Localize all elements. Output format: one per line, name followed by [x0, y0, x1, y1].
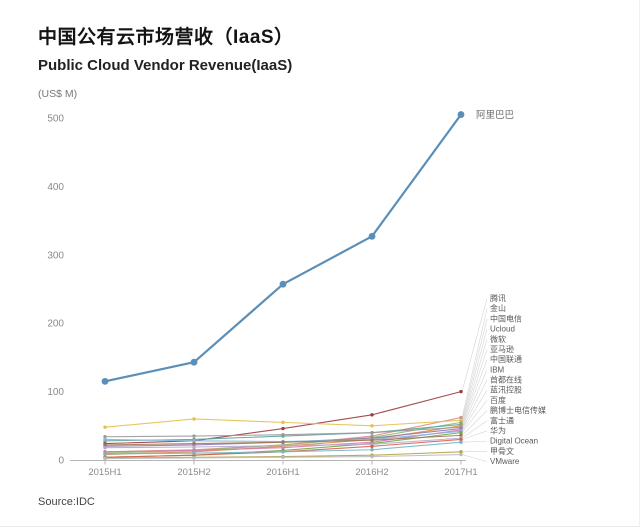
- series-marker-7: [281, 432, 285, 437]
- label-leader-line: [461, 420, 488, 439]
- series-marker-14: [459, 437, 463, 442]
- series-label-8: IBM: [490, 365, 505, 374]
- series-marker-0: [101, 377, 109, 385]
- x-axis-category-label: 2017H1: [444, 467, 477, 478]
- series-label-6: 亚马逊: [490, 344, 514, 354]
- label-leader-line: [461, 308, 488, 418]
- series-marker-3: [281, 420, 285, 425]
- series-label-1: 腾讯: [490, 293, 506, 303]
- y-axis-tick-label: 0: [58, 456, 64, 467]
- y-axis-tick-label: 100: [47, 387, 64, 398]
- series-marker-10: [103, 437, 107, 442]
- series-marker-13: [103, 445, 107, 450]
- series-marker-9: [192, 448, 196, 453]
- series-marker-7: [192, 434, 196, 438]
- series-marker-17: [192, 456, 196, 460]
- x-axis-category-label: 2015H2: [177, 467, 210, 478]
- label-leader-line: [461, 359, 488, 428]
- y-axis-tick-label: 400: [47, 182, 64, 193]
- series-marker-15: [459, 440, 463, 444]
- chart-title: 中国公有云市场营收（IaaS）: [38, 27, 294, 48]
- series-marker-15: [192, 451, 196, 455]
- series-marker-0: [279, 280, 287, 288]
- label-leader-line: [461, 369, 488, 429]
- y-axis-tick-label: 200: [47, 319, 64, 330]
- series-label-16: 甲骨文: [490, 446, 514, 456]
- label-leader-line: [461, 328, 488, 423]
- x-axis-category-label: 2015H1: [88, 467, 121, 478]
- series-marker-3: [192, 417, 196, 421]
- chart-subtitle: Public Cloud Vendor Revenue(IaaS): [38, 57, 293, 74]
- series-marker-1: [459, 389, 463, 394]
- label-leader-line: [461, 349, 488, 426]
- series-label-11: 百度: [490, 395, 506, 405]
- chart-header: 中国公有云市场营收（IaaS） Public Cloud Vendor Reve…: [38, 22, 294, 100]
- series-marker-15: [103, 452, 107, 456]
- label-leader-line: [461, 379, 488, 431]
- label-leader-line: [461, 410, 488, 436]
- series-marker-12: [192, 441, 196, 446]
- series-marker-13: [281, 443, 285, 448]
- series-marker-3: [103, 425, 107, 429]
- label-leader-line: [461, 454, 488, 462]
- series-label-12: 鹏博士电信传媒: [490, 405, 546, 415]
- label-leader-line: [461, 430, 488, 440]
- label-leader-line: [461, 440, 488, 443]
- series-marker-0: [457, 111, 465, 118]
- series-label-17: VMware: [490, 457, 520, 466]
- series-marker-7: [370, 430, 374, 435]
- series-marker-13: [192, 445, 196, 449]
- label-leader-line: [461, 390, 488, 432]
- series-label-2: 金山: [490, 303, 506, 313]
- label-leader-line: [461, 298, 488, 392]
- series-label-10: 蓝汛控股: [490, 385, 522, 395]
- axis-unit-label: (US$ M): [38, 88, 78, 100]
- series-marker-17: [370, 454, 374, 459]
- series-marker-1: [281, 426, 285, 431]
- x-axis-category-label: 2016H1: [266, 467, 299, 478]
- series-marker-7: [103, 435, 107, 439]
- series-marker-17: [103, 456, 107, 461]
- series-marker-1: [370, 413, 374, 417]
- series-marker-11: [459, 430, 463, 435]
- series-marker-15: [370, 448, 374, 452]
- series-marker-17: [281, 455, 285, 459]
- series-line-0: [103, 113, 463, 383]
- series-end-label: 阿里巴巴: [476, 110, 514, 121]
- series-marker-17: [459, 452, 463, 457]
- series-marker-16: [459, 450, 463, 454]
- label-leader-line: [461, 339, 488, 425]
- source-label: Source:IDC: [38, 496, 95, 508]
- series-marker-12: [281, 440, 285, 444]
- series-label-3: 中国电信: [490, 313, 522, 323]
- label-leader-line: [461, 318, 488, 421]
- series-label-7: 中国联通: [490, 354, 522, 364]
- y-axis-tick-label: 500: [47, 114, 64, 125]
- label-leader-line: [461, 400, 488, 433]
- series-label-14: 华为: [490, 425, 506, 435]
- series-marker-2: [459, 415, 463, 420]
- series-label-5: 微软: [490, 334, 506, 344]
- series-marker-0: [368, 232, 376, 240]
- series-label-9: 首都在线: [490, 375, 522, 385]
- series-label-15: Digital Ocean: [490, 437, 538, 446]
- series-label-4: Ucloud: [490, 325, 515, 334]
- series-marker-10: [192, 439, 196, 443]
- series-marker-3: [370, 424, 374, 428]
- series-marker-12: [370, 438, 374, 442]
- y-axis-tick-label: 300: [47, 250, 64, 261]
- series-marker-14: [370, 444, 374, 449]
- series-marker-0: [190, 358, 198, 366]
- series-marker-12: [459, 433, 463, 438]
- series-marker-12: [103, 443, 107, 447]
- series-label-13: 富士通: [490, 415, 514, 425]
- x-axis-category-label: 2016H2: [355, 467, 388, 478]
- series-marker-15: [281, 450, 285, 454]
